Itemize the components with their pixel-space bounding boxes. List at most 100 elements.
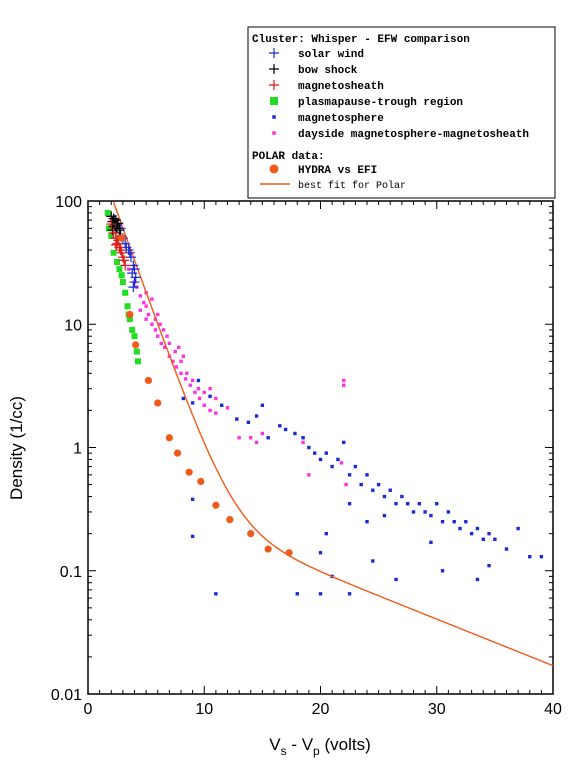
point-magnetosphere: [493, 537, 497, 541]
point-magnetosphere: [487, 531, 491, 536]
point-plasmapause-trough-region: [108, 233, 115, 240]
point-magnetosphere: [464, 520, 468, 524]
point-magnetosphere: [181, 396, 186, 401]
legend-label-solar-wind: solar wind: [298, 49, 364, 61]
point-dayside-magnetosphere-magnetosheath: [173, 349, 177, 354]
y-tick-label: 1: [73, 441, 82, 458]
point-magnetosphere: [516, 526, 520, 531]
point-magnetosheath: [106, 219, 117, 230]
point-magnetosphere: [324, 451, 329, 455]
legend-section-polar: POLAR data:: [252, 151, 325, 163]
point-magnetosheath: [120, 260, 131, 271]
legend-label-best-fit-for-polar: best fit for Polar: [298, 180, 406, 192]
point-magnetosphere: [208, 394, 212, 399]
point-plasmapause-trough-region: [118, 272, 125, 279]
point-dayside-magnetosphere-magnetosheath: [214, 411, 218, 415]
point-magnetosphere: [440, 520, 445, 524]
y-tick-label: 100: [55, 194, 82, 211]
point-magnetosphere: [190, 497, 195, 501]
point-plasmapause-trough-region: [122, 289, 129, 296]
point-magnetosphere: [214, 592, 218, 596]
point-dayside-magnetosphere-magnetosheath: [165, 334, 169, 338]
point-magnetosphere: [475, 526, 480, 531]
legend-label-hydra-vs-efi: HYDRA vs EFI: [298, 165, 377, 177]
legend-swatch-solar-wind: [269, 48, 279, 58]
point-magnetosheath-glyph: [119, 255, 130, 266]
series-dayside-magnetosphere-magnetosheath: [126, 267, 348, 487]
point-magnetosheath-glyph: [110, 239, 121, 250]
point-magnetosphere: [405, 501, 410, 506]
point-magnetosphere: [295, 592, 299, 596]
point-solar-wind-glyph: [129, 264, 140, 275]
series-magnetosphere: [181, 378, 544, 596]
point-magnetosphere: [400, 494, 404, 499]
legend-swatch-magnetosphere: [272, 115, 276, 119]
point-magnetosphere: [411, 510, 416, 514]
point-solar-wind-glyph: [128, 282, 139, 293]
point-plasmapause-trough-region: [119, 279, 126, 286]
point-magnetosphere: [266, 436, 270, 440]
legend-swatch-bow-shock-glyph: [269, 64, 279, 74]
point-hydra-vs-efi: [126, 310, 134, 319]
point-magnetosphere: [283, 427, 288, 432]
x-axis-label-main: V: [269, 735, 281, 754]
y-axis-label: Density (1/cc): [7, 396, 26, 500]
point-hydra-vs-efi: [226, 516, 234, 524]
point-magnetosphere: [307, 445, 311, 450]
point-magnetosheath: [116, 247, 127, 258]
point-magnetosphere: [376, 482, 381, 487]
point-hydra-vs-efi: [247, 530, 255, 538]
point-dayside-magnetosphere-magnetosheath: [307, 473, 311, 477]
legend-label-magnetosphere: magnetosphere: [298, 113, 384, 125]
point-dayside-magnetosphere-magnetosheath: [249, 436, 253, 440]
point-magnetosphere: [469, 531, 474, 536]
point-magnetosphere: [452, 520, 456, 524]
point-magnetosphere: [260, 403, 265, 407]
point-magnetosphere: [382, 513, 387, 518]
point-magnetosphere: [365, 520, 369, 524]
point-hydra-vs-efi: [285, 549, 293, 557]
point-dayside-magnetosphere-magnetosheath: [214, 396, 218, 401]
point-magnetosheath: [110, 239, 121, 250]
point-hydra-vs-efi: [264, 545, 272, 553]
point-dayside-magnetosphere-magnetosheath: [138, 294, 143, 298]
point-dayside-magnetosphere-magnetosheath: [202, 403, 206, 407]
point-magnetosphere: [388, 488, 392, 492]
point-magnetosphere: [336, 457, 340, 462]
legend: Cluster: Whisper - EFW comparison POLAR …: [247, 26, 556, 199]
point-magnetosphere: [312, 451, 317, 455]
point-plasmapause-trough-region: [131, 333, 138, 340]
point-dayside-magnetosphere-magnetosheath: [179, 359, 183, 364]
point-dayside-magnetosphere-magnetosheath: [144, 304, 148, 308]
point-dayside-magnetosphere-magnetosheath: [190, 378, 195, 383]
point-dayside-magnetosphere-magnetosheath: [142, 300, 146, 305]
point-hydra-vs-efi: [144, 376, 153, 385]
point-magnetosphere: [371, 488, 375, 492]
point-solar-wind: [129, 277, 140, 288]
point-hydra-vs-efi: [165, 434, 173, 442]
point-dayside-magnetosphere-magnetosheath: [342, 383, 346, 387]
data-marks: [104, 201, 554, 667]
point-magnetosphere: [190, 534, 195, 539]
legend-swatch-bow-shock: [269, 64, 279, 74]
axis-ticks: [87, 200, 554, 695]
point-magnetosphere: [487, 563, 491, 568]
plot-frame: [87, 200, 554, 695]
point-dayside-magnetosphere-magnetosheath: [339, 461, 344, 465]
point-magnetosphere: [539, 555, 544, 559]
point-dayside-magnetosphere-magnetosheath: [158, 322, 162, 326]
point-dayside-magnetosphere-magnetosheath: [161, 328, 166, 332]
point-dayside-magnetosphere-magnetosheath: [193, 390, 197, 395]
point-magnetosphere: [342, 440, 346, 445]
y-tick-label: 0.1: [60, 564, 82, 581]
point-magnetosheath-glyph: [120, 260, 131, 271]
point-magnetosphere: [440, 569, 445, 573]
point-magnetosphere: [190, 401, 195, 405]
legend-label-magnetosheath: magnetosheath: [298, 81, 384, 93]
point-magnetosphere: [254, 414, 259, 418]
point-magnetosphere: [528, 555, 532, 559]
point-dayside-magnetosphere-magnetosheath: [196, 386, 201, 391]
x-axis-label: Vs - Vp (volts): [269, 735, 370, 758]
point-hydra-vs-efi: [185, 468, 193, 476]
point-plasmapause-trough-region: [134, 358, 141, 365]
